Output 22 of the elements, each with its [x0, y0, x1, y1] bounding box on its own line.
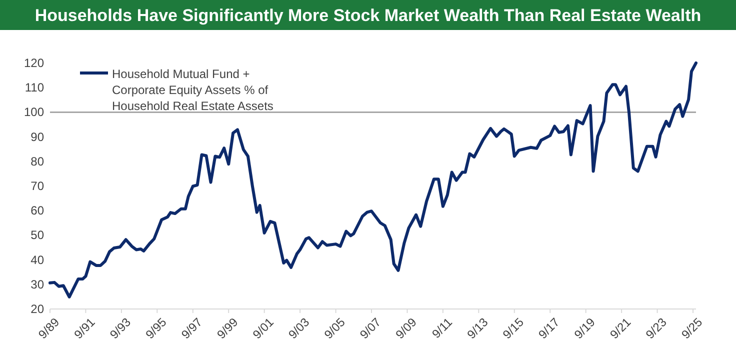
- x-tick-label: 9/21: [607, 314, 634, 342]
- x-tick-label: 9/91: [71, 314, 98, 342]
- legend-label: Household Mutual Fund + Corporate Equity Assets % of Household Real Estate Assets: [112, 67, 274, 113]
- y-tick-label: 60: [30, 204, 44, 218]
- y-tick-label: 90: [30, 130, 44, 144]
- y-tick-label: 50: [30, 228, 44, 242]
- y-tick-label: 80: [30, 154, 44, 168]
- x-tick-label: 9/11: [429, 314, 456, 341]
- x-tick-label: 9/99: [214, 314, 241, 342]
- y-tick-label: 110: [24, 80, 44, 95]
- x-tick-label: 9/19: [571, 314, 598, 342]
- y-tick-label: 120: [24, 56, 44, 70]
- y-tick-label: 20: [30, 302, 44, 316]
- y-tick-label: 40: [30, 252, 44, 267]
- chart-title: Households Have Significantly More Stock Market Wealth Than Real Estate Wealth: [34, 6, 702, 25]
- y-tick-label: 70: [30, 179, 44, 193]
- x-tick-label: 9/89: [36, 314, 62, 342]
- x-tick-label: 9/01: [250, 314, 277, 342]
- line-series: [48, 62, 698, 298]
- x-tick-label: 9/09: [392, 314, 420, 342]
- y-tick-label: 100: [24, 105, 44, 120]
- y-tick-label: 30: [30, 277, 44, 292]
